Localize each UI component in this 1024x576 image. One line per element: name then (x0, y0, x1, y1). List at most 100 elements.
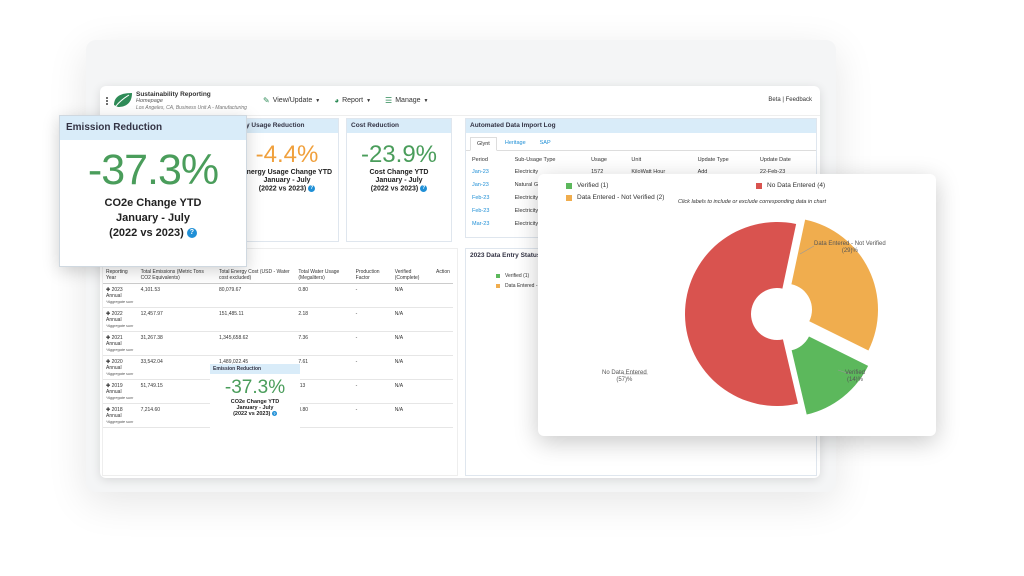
tab-glynt[interactable]: Glynt (470, 137, 497, 151)
plus-icon[interactable]: ✚ (106, 311, 112, 317)
beta-feedback-link[interactable]: Beta | Feedback (768, 97, 812, 103)
action-cell[interactable] (433, 283, 453, 308)
action-cell[interactable] (433, 355, 453, 380)
tab-heritage[interactable]: Heritage (504, 140, 526, 146)
action-cell[interactable] (433, 307, 453, 332)
year-label: 2021 Annual (106, 335, 123, 347)
nav-report[interactable]: ◕ Report ▼ (334, 96, 371, 105)
plus-icon[interactable]: ✚ (106, 287, 112, 293)
emission-card-header: Emission Reduction (60, 116, 246, 140)
mini-emission-line1: CO2e Change YTD (230, 399, 280, 405)
emissions-cell: 12,457.97 (137, 307, 216, 332)
pie-label-pct: (14)% (847, 377, 864, 383)
emissions-column-header: Reporting Year (103, 267, 138, 284)
log-cell: KiloWatt Hour (631, 168, 666, 175)
slice-no-data[interactable] (685, 222, 799, 406)
energy-line3: (2022 vs 2023) ? (206, 185, 338, 193)
plus-icon[interactable]: ✚ (106, 407, 112, 413)
log-row: Feb-23 Electricity (466, 191, 816, 204)
log-period-link[interactable]: Feb-23 (472, 194, 490, 201)
energy-value: -4.4% (255, 141, 319, 168)
emissions-column-header: Total Emissions (Metric Tons CO2 Equival… (137, 267, 216, 284)
year-label: 2018 Annual (106, 407, 123, 419)
emissions-cell: - (352, 283, 392, 308)
emissions-cell: N/A (391, 307, 434, 332)
emissions-column-header: Total Energy Cost (USD - Water cost excl… (215, 267, 296, 284)
caret-down-icon: ▼ (423, 97, 429, 104)
status-legend-verified[interactable]: Verified (1) (496, 273, 529, 279)
slice-data-entered[interactable] (791, 219, 879, 351)
action-cell[interactable] (433, 403, 453, 428)
status-legend-label: Data Entered - N (505, 283, 543, 289)
plus-icon[interactable]: ✚ (106, 383, 112, 389)
cost-card-header: Cost Reduction (347, 119, 451, 133)
expand-year-cell[interactable]: ✚ 2018 Annual *Aggregate sum (103, 403, 138, 428)
nav-manage[interactable]: ☰ Manage ▼ (385, 96, 428, 105)
pie-label-verified: Verified (14)% (845, 370, 865, 384)
expand-year-cell[interactable]: ✚ 2022 Annual *Aggregate sum (103, 307, 138, 332)
log-cell: 1572 (591, 168, 604, 175)
legend-verified[interactable]: Verified (1) (566, 182, 608, 189)
emissions-cell: 7.61 (295, 355, 353, 380)
app-subtitle: Homepage (136, 98, 163, 104)
emissions-cell: 80,079.67 (215, 283, 296, 308)
menu-icon[interactable] (106, 97, 110, 106)
expand-year-cell[interactable]: ✚ 2023 Annual *Aggregate sum (103, 283, 138, 308)
status-pie-panel: Verified (1) Data Entered - Not Verified… (538, 174, 936, 436)
aggregate-note: *Aggregate sum (106, 324, 134, 328)
legend-no-data[interactable]: No Data Entered (4) (756, 182, 825, 189)
emission-line1: CO2e Change YTD (104, 197, 202, 209)
pie-leader-line (837, 369, 851, 375)
pie-icon: ◕ (334, 96, 340, 105)
legend-label: Data Entered - Not Verified (2) (577, 194, 665, 201)
expand-year-cell[interactable]: ✚ 2019 Annual *Aggregate sum (103, 379, 138, 404)
log-period-link[interactable]: Jan-23 (472, 181, 489, 188)
log-cell: Electricity (514, 207, 539, 214)
emissions-cell: - (352, 355, 392, 380)
log-period-link[interactable]: Mar-23 (472, 220, 490, 227)
emissions-row: ✚ 2018 Annual *Aggregate sum 7,214.60 0.80-… (103, 403, 453, 428)
pie-label-pct: (29)% (841, 248, 858, 254)
log-column-header: Period (472, 157, 488, 163)
leaf-logo-icon (114, 93, 132, 107)
log-period-link[interactable]: Jan-23 (472, 168, 489, 175)
pie-label-no-data: No Data Entered (57)% (602, 370, 647, 384)
status-legend-entered[interactable]: Data Entered - N (496, 283, 543, 289)
nav-label: View/Update (272, 97, 313, 104)
log-row: Feb-23 Electricity (466, 204, 816, 217)
app-location: Los Angeles, CA, Business Unit A - Manuf… (136, 105, 247, 111)
log-column-header: Usage (591, 157, 607, 163)
action-cell[interactable] (433, 331, 453, 356)
help-icon[interactable]: ? (186, 228, 197, 239)
year-label: 2022 Annual (106, 311, 123, 323)
emissions-cell: - (352, 331, 392, 356)
aggregate-note: *Aggregate sum (106, 396, 134, 400)
emissions-cell: N/A (391, 283, 434, 308)
nav-view-update[interactable]: ✎ View/Update ▼ (263, 96, 320, 105)
pie-label-name: Verified (845, 370, 866, 376)
help-icon[interactable]: ? (271, 411, 277, 417)
help-icon[interactable]: ? (420, 185, 428, 192)
tab-sap[interactable]: SAP (539, 140, 551, 146)
log-column-header: Update Date (759, 157, 791, 163)
cost-line1: Cost Change YTD (369, 169, 429, 176)
action-cell[interactable] (433, 379, 453, 404)
expand-year-cell[interactable]: ✚ 2020 Annual *Aggregate sum (103, 355, 138, 380)
emissions-table: Reporting Year Total Emissions (Metric To… (103, 267, 453, 428)
emission-line3: (2022 vs 2023) ? (60, 227, 246, 240)
emissions-cell: N/A (391, 379, 434, 404)
emissions-row: ✚ 2021 Annual *Aggregate sum 31,267.38 1,34… (103, 331, 453, 356)
slice-verified[interactable] (791, 336, 869, 415)
emissions-cell: 2.18 (295, 307, 353, 332)
log-row: Jan-23 Electricity 1572 KiloWatt Hour Add 22-… (466, 165, 816, 178)
plus-icon[interactable]: ✚ (106, 335, 112, 341)
log-column-header: Unit (631, 157, 642, 163)
app-title: Sustainability Reporting (136, 91, 211, 98)
plus-icon[interactable]: ✚ (106, 359, 112, 365)
pie-label-name: No Data Entered (602, 370, 647, 376)
legend-entered[interactable]: Data Entered - Not Verified (2) (566, 194, 664, 201)
help-icon[interactable]: ? (308, 185, 316, 192)
log-period-link[interactable]: Feb-23 (472, 207, 490, 214)
expand-year-cell[interactable]: ✚ 2021 Annual *Aggregate sum (103, 331, 138, 356)
aggregate-note: *Aggregate sum (106, 348, 134, 352)
